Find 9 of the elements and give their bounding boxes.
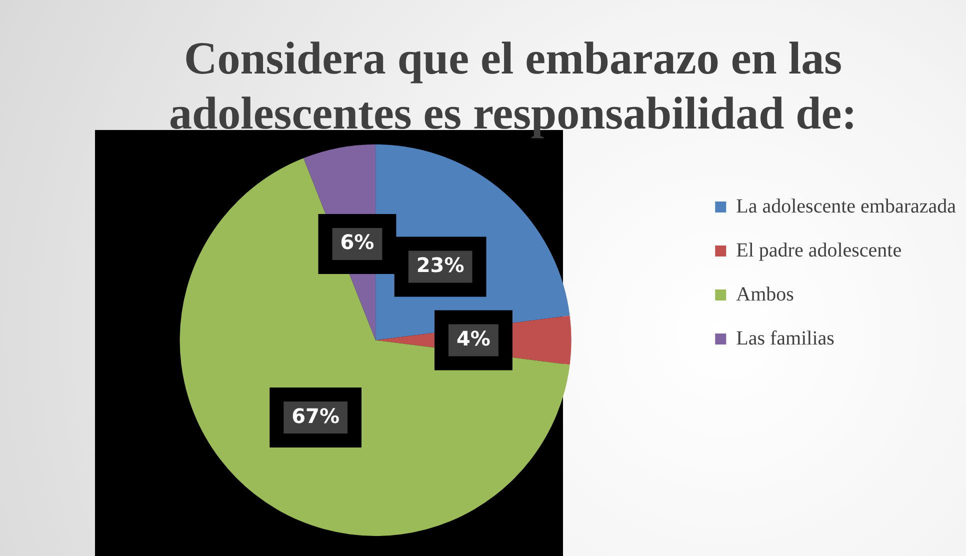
legend-label: El padre adolescente <box>736 239 902 262</box>
data-label: 6% <box>340 230 374 254</box>
legend-label: Ambos <box>736 283 794 306</box>
chart-title: Considera que el embarazo en las adolescentes es responsabilidad de: <box>169 32 857 139</box>
data-label: 67% <box>292 404 340 428</box>
legend-label: Las familias <box>736 327 835 350</box>
legend-label: La adolescente embarazada <box>736 195 956 218</box>
data-label: 23% <box>416 252 464 277</box>
data-label: 4% <box>456 326 490 350</box>
